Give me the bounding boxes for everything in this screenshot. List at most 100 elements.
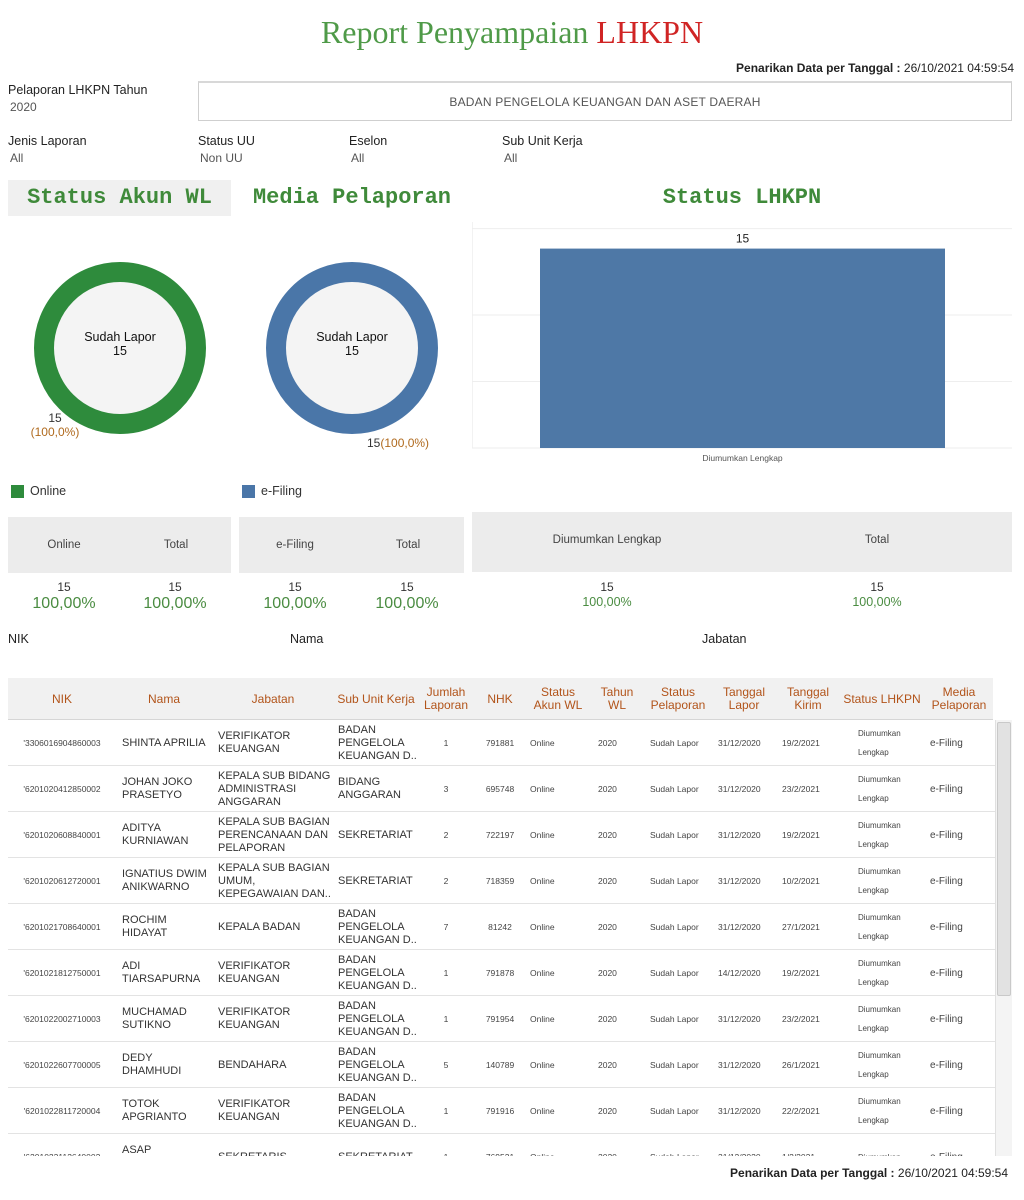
- status-lhkpn-bar-chart[interactable]: 15 Diumumkan Lengkap: [472, 222, 1012, 468]
- table-cell-text: SEKRETARIAT: [338, 1151, 413, 1157]
- table-cell: 1: [418, 1134, 474, 1157]
- table-row[interactable]: '6201021812750001 ADI TIARSAPURNA VERIFIKA…: [8, 950, 995, 996]
- table-cell-text: BENDAHARA: [218, 1058, 287, 1071]
- table-cell-text: Online: [530, 1059, 555, 1070]
- table-cell-text: SEKRETARIS: [218, 1151, 287, 1157]
- table-row[interactable]: '6201020612720001 IGNATIUS DWIM ANIKWARNO…: [8, 858, 995, 904]
- column-header[interactable]: Media Pelaporan: [931, 685, 987, 712]
- filter-tahun[interactable]: Pelaporan LHKPN Tahun 2020: [8, 83, 147, 114]
- table-cell-text: KEPALA SUB BIDANG ADMINISTRASI ANGGARAN: [218, 769, 331, 808]
- table-cell-text: 2020: [598, 737, 617, 748]
- column-header[interactable]: Nama: [147, 691, 180, 706]
- summary-media-header: e-Filing Total: [239, 517, 464, 573]
- table-cell-text: 1: [443, 1105, 449, 1116]
- filter-sub-unit-value[interactable]: All: [504, 151, 518, 165]
- table-cell-text: Sudah Lapor: [650, 1105, 699, 1116]
- bar-category-label: Diumumkan Lengkap: [702, 453, 783, 463]
- table-cell-text: 718359: [485, 875, 515, 886]
- column-header[interactable]: Status LHKPN: [843, 691, 921, 706]
- table-cell-text: e-Filing: [930, 875, 963, 887]
- column-header[interactable]: Tanggal Kirim: [786, 685, 830, 712]
- table-row[interactable]: '6201023112640002 ASAP MAPPEARE SEKRETARIS…: [8, 1134, 995, 1156]
- table-cell: Diumumkan Lengkap: [858, 996, 924, 1042]
- filter-tahun-value[interactable]: 2020: [10, 100, 37, 114]
- summary-media-v1-count: 15: [288, 580, 302, 594]
- filter-status-uu-value[interactable]: Non UU: [200, 151, 243, 165]
- table-cell-text: DEDY DHAMHUDI: [122, 1052, 182, 1077]
- donut-status-akun[interactable]: [34, 262, 206, 434]
- summary-akun-v2-count: 15: [168, 580, 182, 594]
- table-row[interactable]: '6201022811720004 TOTOK APGRIANTO VERIFIKA…: [8, 1088, 995, 1134]
- table-row[interactable]: '6201020412850002 JOHAN JOKO PRASETYO KEPA…: [8, 766, 995, 812]
- filter-sub-unit[interactable]: Sub Unit Kerja All: [502, 134, 583, 165]
- table-cell: 2020: [598, 1088, 644, 1134]
- field-header-jabatan[interactable]: Jabatan: [702, 632, 747, 646]
- column-header[interactable]: Tanggal Lapor: [722, 685, 766, 712]
- table-scrollbar-thumb[interactable]: [997, 722, 1011, 996]
- table-cell-text: 14/12/2020: [718, 967, 761, 978]
- legend-efiling[interactable]: e-Filing: [242, 484, 302, 498]
- table-cell: BADAN PENGELOLA KEUANGAN D..: [338, 1042, 418, 1088]
- filter-eselon[interactable]: Eselon All: [349, 134, 387, 165]
- table-cell-text: TOTOK APGRIANTO: [122, 1098, 187, 1123]
- table-cell-text: Online: [530, 967, 555, 978]
- column-header[interactable]: NIK: [51, 691, 72, 706]
- table-cell: e-Filing: [930, 766, 994, 812]
- table-cell: 27/1/2021: [782, 904, 840, 950]
- table-scrollbar[interactable]: [995, 720, 1012, 1156]
- table-cell: Diumumkan Lengkap: [858, 1042, 924, 1088]
- table-cell-text: e-Filing: [930, 737, 963, 749]
- table-row[interactable]: '6201022607700005 DEDY DHAMHUDI BENDAHARA B…: [8, 1042, 995, 1088]
- summary-media-v2-pct: 100,00%: [375, 595, 439, 612]
- column-header[interactable]: Status Pelaporan: [650, 685, 706, 712]
- donut-media-pelaporan[interactable]: [266, 262, 438, 434]
- table-cell: BADAN PENGELOLA KEUANGAN D..: [338, 904, 418, 950]
- bar-diumumkan-lengkap[interactable]: [540, 248, 945, 448]
- unit-kerja-selector[interactable]: BADAN PENGELOLA KEUANGAN DAN ASET DAERAH: [198, 81, 1012, 121]
- table-cell: MUCHAMAD SUTIKNO: [122, 996, 212, 1042]
- summary-akun-header: Online Total: [8, 517, 231, 573]
- table-cell-text: 22/2/2021: [782, 1105, 820, 1116]
- table-cell-text: 2020: [598, 783, 617, 794]
- table-cell-text: BADAN PENGELOLA KEUANGAN D..: [338, 723, 417, 762]
- field-header-nama[interactable]: Nama: [290, 632, 324, 646]
- filter-status-uu[interactable]: Status UU Non UU: [198, 134, 255, 165]
- table-cell: 722197: [474, 812, 526, 858]
- table-cell-text: '6201020412850002: [23, 783, 101, 794]
- filter-eselon-value[interactable]: All: [351, 151, 365, 165]
- table-cell: e-Filing: [930, 1088, 994, 1134]
- table-row[interactable]: '3306016904860003 SHINTA APRILIA VERIFIKAT…: [8, 720, 995, 766]
- table-cell: DEDY DHAMHUDI: [122, 1042, 212, 1088]
- legend-online[interactable]: Online: [11, 484, 66, 498]
- table-cell-text: e-Filing: [930, 1105, 963, 1117]
- table-cell-text: SEKRETARIAT: [338, 828, 413, 841]
- donut-akun-slice-online[interactable]: [34, 262, 206, 434]
- filter-jenis-laporan[interactable]: Jenis Laporan All: [8, 134, 87, 165]
- column-header[interactable]: Jabatan: [251, 691, 295, 706]
- column-header[interactable]: Status Akun WL: [533, 685, 583, 712]
- summary-lhkpn-h2: Total: [864, 534, 890, 546]
- table-cell-text: 23/2/2021: [782, 783, 820, 794]
- table-cell: BADAN PENGELOLA KEUANGAN D..: [338, 950, 418, 996]
- table-row[interactable]: '6201021708640001 ROCHIM HIDAYAT KEPALA BA…: [8, 904, 995, 950]
- table-cell: e-Filing: [930, 996, 994, 1042]
- donut-akun-hole: [44, 272, 196, 424]
- table-row[interactable]: '6201020608840001 ADITYA KURNIAWAN KEPALA …: [8, 812, 995, 858]
- table-cell: KEPALA SUB BIDANG ADMINISTRASI ANGGARAN: [218, 766, 334, 812]
- column-header[interactable]: Sub Unit Kerja: [337, 691, 415, 706]
- column-header[interactable]: Tahun WL: [600, 685, 634, 712]
- field-header-nik[interactable]: NIK: [8, 632, 29, 646]
- table-cell: 791954: [474, 996, 526, 1042]
- donut-media-slice-efiling[interactable]: [266, 262, 438, 434]
- summary-akun-v1-count: 15: [57, 580, 71, 594]
- column-header[interactable]: Jumlah Laporan: [423, 685, 469, 712]
- table-cell: Diumumkan Lengkap: [858, 950, 924, 996]
- filter-eselon-label: Eselon: [349, 134, 388, 148]
- table-cell-text: Sudah Lapor: [650, 1151, 699, 1157]
- table-cell: Diumumkan Lengkap: [858, 1088, 924, 1134]
- table-cell: '6201020608840001: [8, 812, 116, 858]
- table-cell: 14/12/2020: [718, 950, 776, 996]
- column-header[interactable]: NHK: [487, 691, 513, 706]
- filter-jenis-value[interactable]: All: [10, 151, 24, 165]
- table-row[interactable]: '6201022002710003 MUCHAMAD SUTIKNO VERIFIK…: [8, 996, 995, 1042]
